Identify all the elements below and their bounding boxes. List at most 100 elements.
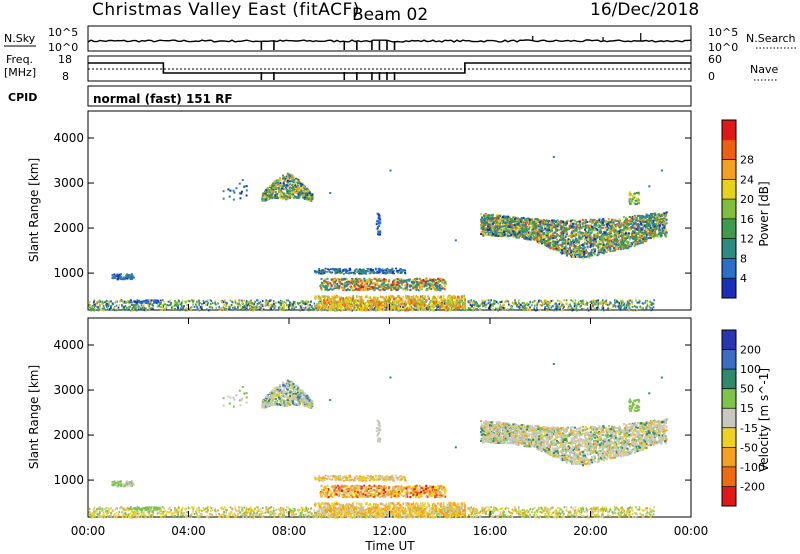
power-pixel xyxy=(170,306,173,309)
power-pixel xyxy=(109,300,112,303)
power-pixel xyxy=(407,306,410,309)
power-pixel xyxy=(307,300,310,303)
power-pixel xyxy=(310,199,313,202)
power-pixel xyxy=(383,271,386,274)
power-pixel xyxy=(424,303,426,306)
power-pixel xyxy=(232,189,235,192)
power-pixel xyxy=(238,182,241,185)
power-pixel xyxy=(148,303,151,306)
nsky-dropouts xyxy=(260,33,642,50)
power-pixel xyxy=(375,302,378,305)
power-pixel xyxy=(322,307,324,311)
power-pixel xyxy=(337,268,340,270)
nsky-trace xyxy=(87,39,692,43)
nsky-panel xyxy=(87,25,692,52)
power-pixel xyxy=(441,301,443,304)
power-pixel xyxy=(348,269,351,272)
power-pixel xyxy=(301,185,304,188)
power-pixel xyxy=(338,295,340,299)
power-data xyxy=(88,156,668,312)
power-pixel xyxy=(152,304,155,307)
power-pixel xyxy=(140,308,143,311)
power-pixel xyxy=(370,301,373,304)
power-pixel xyxy=(149,307,152,310)
power-pixel xyxy=(344,284,347,287)
power-pixel xyxy=(573,303,576,306)
power-pixel xyxy=(579,299,582,302)
power-pixel xyxy=(383,289,386,292)
power-pixel xyxy=(237,305,239,308)
power-pixel xyxy=(319,285,322,288)
power-pixel xyxy=(395,302,397,306)
power-pixel xyxy=(425,289,428,292)
power-pixel xyxy=(463,294,465,298)
power-pixel xyxy=(289,194,292,197)
power-pixel xyxy=(415,308,417,311)
power-pixel xyxy=(464,298,466,302)
power-pixel xyxy=(587,234,590,237)
power-pixel xyxy=(149,300,152,303)
power-pixel xyxy=(303,196,306,199)
power-pixel xyxy=(375,223,378,226)
power-pixel xyxy=(575,307,578,310)
power-pixel xyxy=(97,306,99,309)
power-pixel xyxy=(506,307,509,310)
power-pixel xyxy=(325,284,328,287)
power-pixel xyxy=(297,195,300,198)
power-pixel xyxy=(288,173,291,176)
power-pixel xyxy=(269,191,272,194)
power-pixel xyxy=(514,230,517,233)
power-pixel xyxy=(222,309,225,312)
power-pixel xyxy=(416,306,418,309)
power-pixel xyxy=(393,303,395,307)
power-pixel xyxy=(270,190,273,193)
power-pixel xyxy=(128,276,131,279)
power-pixel xyxy=(390,308,392,312)
power-pixel xyxy=(401,300,403,303)
power-pixel xyxy=(413,308,416,311)
power-pixel xyxy=(361,300,364,304)
power-pixel xyxy=(402,299,404,303)
power-pixel xyxy=(218,305,220,308)
power-pixel xyxy=(653,299,655,302)
power-pixel xyxy=(411,281,414,284)
power-pixel xyxy=(291,174,294,177)
power-pixel xyxy=(630,227,633,230)
power-pixel xyxy=(383,304,385,307)
power-pixel xyxy=(91,304,94,307)
power-pixel xyxy=(434,289,437,292)
power-pixel xyxy=(278,196,281,199)
power-pixel xyxy=(289,304,292,307)
power-pixel xyxy=(386,304,388,307)
power-pixel xyxy=(361,270,364,272)
power-pixel xyxy=(367,299,369,303)
power-pixel xyxy=(320,281,323,284)
power-pixel xyxy=(630,220,633,223)
power-pixel xyxy=(547,300,549,303)
power-pixel xyxy=(273,308,276,311)
power-pixel xyxy=(345,281,348,284)
power-pixel xyxy=(454,304,457,307)
power-pixel xyxy=(184,307,187,310)
power-pixel xyxy=(119,275,122,278)
power-pixel xyxy=(357,283,360,286)
power-pixel xyxy=(114,274,117,277)
power-pixel xyxy=(283,307,286,310)
power-pixel xyxy=(135,303,137,306)
power-pixel xyxy=(483,304,485,307)
power-pixel xyxy=(201,305,203,308)
power-pixel xyxy=(405,301,407,305)
power-pixel xyxy=(301,192,304,195)
power-pixel xyxy=(261,308,263,311)
power-pixel xyxy=(267,190,270,193)
power-pixel xyxy=(409,305,411,308)
power-pixel xyxy=(199,307,202,310)
power-pixel xyxy=(282,192,285,195)
power-pixel xyxy=(265,198,268,201)
power-pixel xyxy=(339,309,342,312)
power-pixel xyxy=(601,303,603,306)
power-pixel xyxy=(364,306,366,309)
power-pixel xyxy=(341,288,344,291)
power-pixel xyxy=(362,269,365,271)
power-pixel xyxy=(280,303,283,306)
